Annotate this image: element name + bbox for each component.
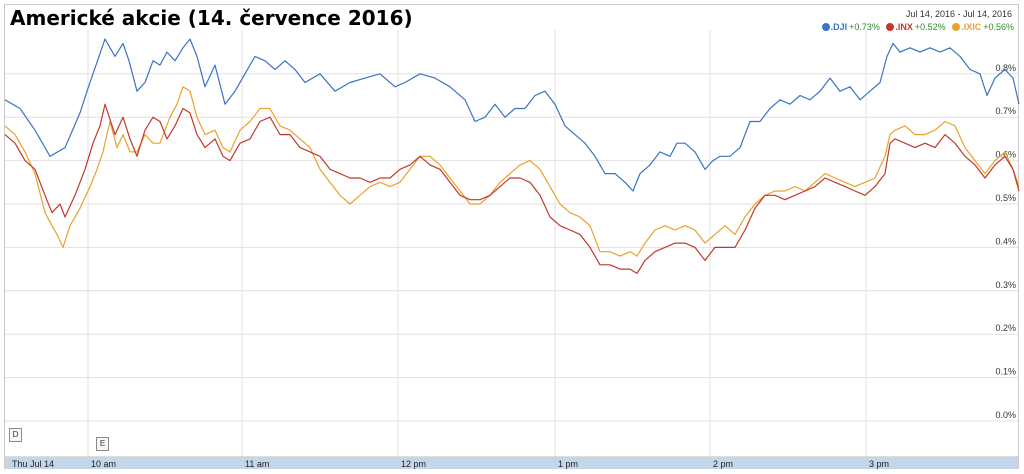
legend-label: .IXIC [961,22,982,32]
series-line-ixic [4,86,1020,257]
y-tick-label: 0.4% [995,236,1016,246]
series-line-dji [4,38,1020,192]
x-tick-label: 2 pm [713,459,734,469]
series-dot-icon [952,23,961,31]
legend-item-dji[interactable]: .DJI +0.73% [821,22,880,32]
legend-change: +0.73% [849,22,880,32]
y-tick-label: 0.7% [995,106,1016,116]
x-tick-label: 10 am [91,459,117,469]
legend-change: +0.56% [983,22,1014,32]
legend-label: .INX [895,22,913,32]
y-tick-label: 0.2% [995,323,1016,333]
y-tick-label: 0.1% [995,367,1016,377]
series-line-inx [4,103,1020,274]
legend-label: .DJI [830,22,848,32]
y-tick-label: 0.5% [995,193,1016,203]
date-range: Jul 14, 2016 - Jul 14, 2016 [905,9,1012,19]
x-tick-label: 3 pm [869,459,890,469]
legend: .DJI +0.73% .INX +0.52% .IXIC +0.56% [818,22,1014,32]
x-tick-label: 12 pm [401,459,427,469]
chart-title: Americké akcie (14. července 2016) [10,6,413,30]
legend-change: +0.52% [914,22,946,32]
y-tick-label: 0.0% [995,410,1016,420]
legend-item-ixic[interactable]: .IXIC +0.56% [952,22,1014,32]
time-axis-bar[interactable] [5,457,1018,469]
y-tick-label: 0.3% [995,280,1016,290]
flag-marker-d[interactable]: D [9,428,22,442]
series-dot-icon [886,23,895,31]
flag-marker-e[interactable]: E [96,437,109,451]
x-tick-label: 1 pm [558,459,579,469]
y-tick-label: 0.8% [995,63,1016,73]
x-tick-label: 11 am [245,459,270,469]
series-dot-icon [821,23,830,31]
x-tick-label: Thu Jul 14 [12,459,55,469]
legend-item-inx[interactable]: .INX +0.52% [886,22,946,32]
